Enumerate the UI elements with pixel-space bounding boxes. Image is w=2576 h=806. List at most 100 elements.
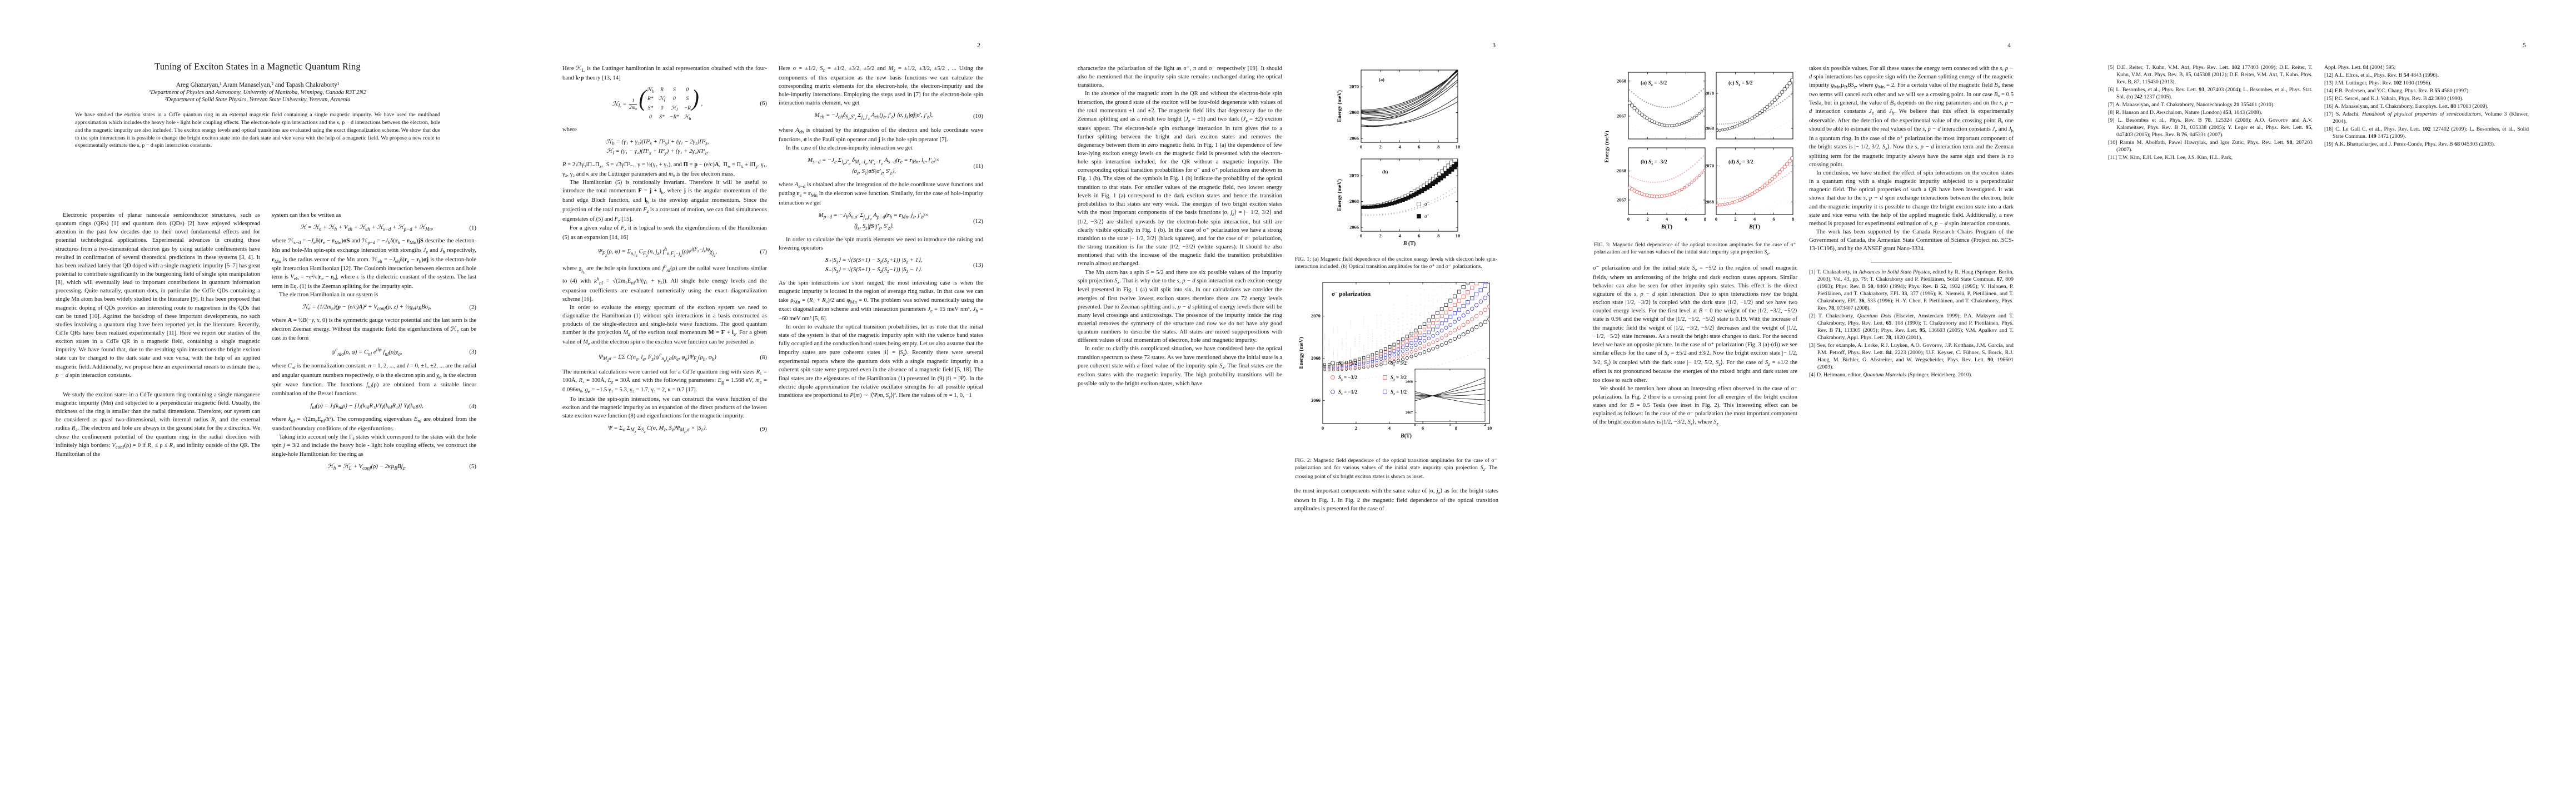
svg-text:0: 0 (1322, 425, 1324, 431)
paragraph: In the absence of the magnetic atom in t… (1078, 89, 1282, 268)
svg-text:8: 8 (1455, 425, 1457, 431)
reference-item: [7] A. Manaselyan, and T. Chakraborty, N… (2108, 102, 2313, 109)
paragraph: In order to evaluate the energy spectrum… (562, 304, 767, 347)
svg-text:2066: 2066 (1311, 397, 1321, 403)
svg-text:B (T): B (T) (1403, 241, 1416, 247)
paragraph: As the spin interactions are short range… (779, 279, 983, 323)
reference-item: [19] A.K. Bhattacharjee, and J. Perez-Co… (2324, 141, 2529, 148)
svg-text:2068: 2068 (1705, 199, 1714, 205)
page-3: 3 characterize the polarization of the l… (1030, 0, 1546, 667)
svg-text:6: 6 (1685, 216, 1687, 222)
reference-item: [2] T. Chakraborty, Quantum Dots (Elsevi… (1809, 313, 2014, 342)
reference-item: [4] D. Heitmann, editor, Quantum Materia… (1809, 372, 2014, 379)
equation: Meh = −JehδSz,S′z Σjz,j′z Aeh(jz, j′z) ⟨… (779, 111, 983, 122)
paragraph: Taking into account only the Γ₈ states w… (272, 433, 476, 458)
svg-text:1: 1 (1449, 423, 1451, 427)
svg-text:2: 2 (1734, 216, 1736, 222)
svg-text:2068: 2068 (1311, 355, 1321, 361)
reference-item: [17] S. Adachi, Handbook of physical pro… (2324, 111, 2529, 126)
svg-text:2: 2 (1379, 233, 1382, 238)
reference-item: [6] L. Besombes, et al., Phys. Rev. Lett… (2108, 87, 2313, 101)
svg-text:2066: 2066 (1349, 225, 1359, 230)
svg-text:0: 0 (1414, 423, 1416, 427)
svg-text:2070: 2070 (1705, 163, 1714, 168)
svg-text:0: 0 (1715, 216, 1717, 222)
paragraph: In order to calculate the spin matrix el… (779, 236, 983, 252)
svg-text:0: 0 (1360, 233, 1362, 238)
equation: ℋe = (1/2me)(p − (e/c)A)² + Vconf(ρ, z) … (272, 303, 476, 312)
svg-text:2068: 2068 (1617, 168, 1626, 173)
svg-text:10: 10 (1456, 233, 1461, 238)
page-number: 3 (1492, 42, 1496, 49)
paragraph: The electron Hamiltonian in our system i… (272, 291, 476, 299)
affiliation-2: ²Department of Solid State Physics, Yere… (0, 97, 515, 103)
equation: Mp−d = −Jhδσ,σ′ Σjz,j′z Ap−d(rh = rMn, j… (779, 211, 983, 232)
svg-text:6: 6 (1418, 144, 1420, 150)
paragraph: The Hamiltonian (5) is rotationally inva… (562, 178, 767, 224)
reference-item: [13] J.M. Luttinger, Phys. Rev. 102 1030… (2324, 80, 2529, 87)
equation: ΨMzσ = ΣΣ C(ne, le, Fz)ψeneleσ(ρe, φe)ΨF… (562, 351, 767, 364)
reference-item: [10] Ramin M. Abolfath, Pawel Hawrylak, … (2108, 140, 2313, 154)
reference-item: [1] T. Chakraborty, in Advances in Solid… (1809, 269, 2014, 312)
svg-text:Energy (meV): Energy (meV) (1337, 179, 1343, 211)
svg-text:2: 2 (1355, 425, 1357, 431)
paragraph: characterize the polarization of the lig… (1078, 64, 1282, 89)
svg-text:0: 0 (1360, 144, 1362, 150)
svg-text:8: 8 (1792, 216, 1794, 222)
reference-item: Appl. Phys. Lett. 84 (2004) 595; (2324, 64, 2529, 72)
text-column: Here ℋL is the Luttinger hamiltonian in … (562, 64, 767, 659)
paragraph: where As−d is obtained after the integra… (779, 181, 983, 208)
reference-item: [14] F.B. Pedersen, and Y.C. Chang, Phys… (2324, 88, 2529, 95)
page-2: 2 Here ℋL is the Luttinger hamiltonian i… (515, 0, 1030, 667)
svg-text:0: 0 (1627, 216, 1630, 222)
paragraph: R = 2√3γ₃iΠ₋Πz, S = √3γΠ²₋, γ = ½(γ₂ + γ… (562, 161, 767, 178)
svg-text:2070: 2070 (1311, 313, 1321, 319)
svg-text:2: 2 (1379, 144, 1382, 150)
paragraph: where Cnl is the normalization constant,… (272, 362, 476, 398)
svg-text:4: 4 (1666, 216, 1668, 222)
svg-text:(c) Sz = 5/2: (c) Sz = 5/2 (1728, 80, 1753, 87)
svg-text:2070: 2070 (1349, 173, 1359, 178)
svg-text:2: 2 (1646, 216, 1648, 222)
reference-item: [9] L. Besombes et al., Phys. Rev. B 78,… (2108, 117, 2313, 139)
paragraph: Here ℋL is the Luttinger hamiltonian in … (562, 64, 767, 82)
paragraph: where knl = √(2meEnl/ħ²). The correspond… (272, 415, 476, 433)
svg-text:2067: 2067 (1617, 197, 1627, 202)
paragraph: where (562, 126, 767, 134)
text-column: takes six possible values. For all these… (1809, 64, 2014, 659)
paragraph: Electronic properties of planar nanoscal… (56, 211, 260, 380)
svg-text:2066: 2066 (1349, 136, 1359, 141)
reference-item: [15] P.C. Sercel, and K.J. Vahala, Phys.… (2324, 96, 2529, 103)
paragraph: where Aeh is obtained by the integration… (779, 126, 983, 144)
reference-item: [18] C. Le Gall C, et al., Phys. Rev. Le… (2324, 126, 2529, 141)
text-column: characterize the polarization of the lig… (1078, 64, 1282, 659)
text-column: Appl. Phys. Lett. 84 (2004) 595;[12] A.L… (2324, 64, 2529, 659)
paragraph: takes six possible values. For all these… (1809, 64, 2014, 169)
equation: Ms−d = −Je Σle,l′e δMz−le,M′z−l′e As−d(r… (779, 156, 983, 177)
affiliation-1: ¹Department of Physics and Astronomy, Un… (0, 89, 515, 96)
paragraph: where A = ½B(−y, x, 0) is the symmetric … (272, 316, 476, 342)
paragraph: where ℋs−d = −Jeδ(re − rMn)σS and ℋp−d =… (272, 237, 476, 291)
svg-text:10: 10 (1456, 144, 1461, 150)
svg-text:Sz = 5/2: Sz = 5/2 (1391, 360, 1407, 367)
paragraph: In order to clarify this complicated sit… (1078, 345, 1282, 387)
text-column: Electronic properties of planar nanoscal… (56, 211, 260, 806)
equation: Ψ = Σσ ΣMz ΣSz C(σ, Mz, Sz)ΨMz,σ × |Sz⟩.… (562, 424, 767, 435)
svg-text:(a) Sz = -5/2: (a) Sz = -5/2 (1641, 80, 1667, 87)
document-canvas: arXiv:1405.1684v1 [cond-mat.mes-hall] 7 … (0, 0, 2576, 667)
figure-caption: FIG. 2: Magnetic field dependence of the… (1295, 457, 1497, 480)
svg-text:Sz = 1/2: Sz = 1/2 (1391, 389, 1407, 396)
figure-caption: FIG. 3: Magnetic field dependence of the… (1594, 241, 1796, 257)
paper-title: Tuning of Exciton States in a Magnetic Q… (0, 61, 515, 72)
page-number: 2 (977, 42, 980, 49)
svg-text:6: 6 (1772, 216, 1775, 222)
paragraph: Here σ = ±1/2, Sz = ±1/2, ±3/2, ±5/2 and… (779, 64, 983, 107)
svg-text:Energy (meV): Energy (meV) (1604, 131, 1610, 162)
paragraph: system can then be written as (272, 211, 476, 220)
